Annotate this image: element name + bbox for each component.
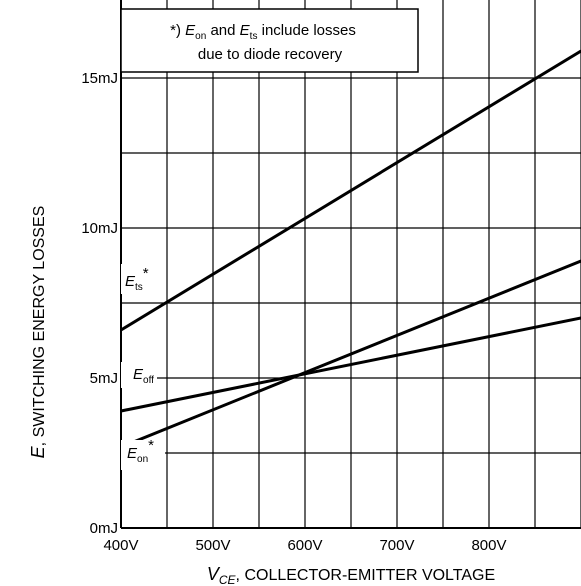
y-tick-label: 0mJ	[90, 520, 118, 537]
grid	[120, 0, 581, 529]
x-ticks: 400V 500V 600V 700V 800V	[103, 537, 506, 554]
y-tick-label: 5mJ	[90, 370, 118, 387]
y-axis-title: E, SWITCHING ENERGY LOSSES	[28, 206, 48, 459]
x-tick-label: 600V	[287, 537, 322, 554]
series-line-eoff	[120, 316, 581, 413]
series-label-eon-bg	[121, 440, 165, 470]
series-line-ets	[120, 49, 581, 332]
series-label-eoff: Eoff	[121, 362, 157, 388]
series-label-ets: Ets*	[121, 264, 157, 294]
y-ticks: 0mJ 5mJ 10mJ 15mJ	[81, 70, 118, 537]
series-label-eon-text: Eon*	[127, 437, 154, 465]
x-axis-title: VCE, COLLECTOR-EMITTER VOLTAGE	[207, 564, 495, 586]
note-line-2: due to diode recovery	[198, 46, 343, 63]
note-line-1: *) Eon and Ets include losses	[170, 22, 356, 42]
series-label-eoff-text: Eoff	[133, 366, 154, 386]
x-tick-label: 400V	[103, 537, 138, 554]
x-tick-label: 700V	[379, 537, 414, 554]
note-box: *) Eon and Ets include losses due to dio…	[120, 8, 419, 73]
series-label-ets-text: Ets*	[125, 265, 149, 293]
series-line-eon	[120, 259, 581, 449]
series-lines	[120, 49, 581, 449]
note-box-frame	[120, 8, 419, 73]
y-tick-label: 10mJ	[81, 220, 118, 237]
y-tick-label: 15mJ	[81, 70, 118, 87]
series-label-ets-bg	[121, 264, 157, 294]
series-label-eoff-bg	[121, 362, 157, 388]
x-tick-label: 800V	[471, 537, 506, 554]
x-tick-label: 500V	[195, 537, 230, 554]
series-label-eon: Eon*	[121, 437, 165, 470]
